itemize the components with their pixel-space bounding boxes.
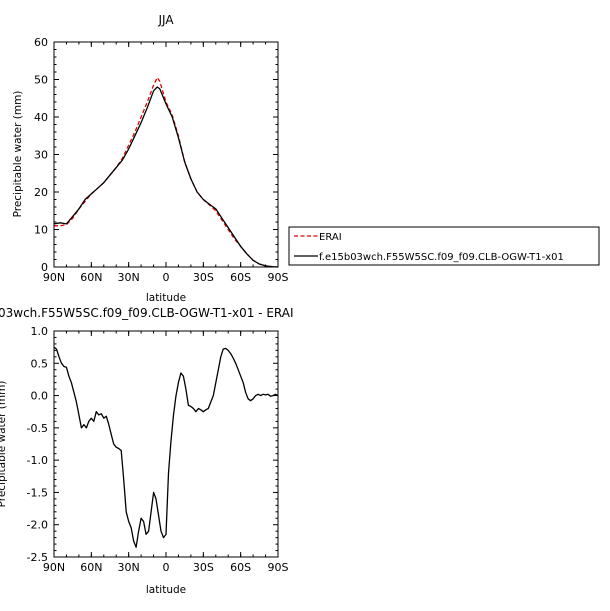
series-line-erai	[54, 76, 279, 268]
top-chart-series	[53, 76, 279, 268]
y-tick-label: -2.0	[27, 519, 48, 532]
top-chart: JJA 90N 60N 30N 0 30S 60S 90S 0 10 20 30 40 50 60 lat…	[12, 13, 289, 304]
x-tick-label: 30S	[193, 561, 214, 574]
top-chart-legend: ERAI f.e15b03wch.F55W5SC.f09_f09.CLB-OGW…	[288, 226, 600, 266]
bottom-chart-ylabel: Precipitable water (mm)	[0, 381, 8, 508]
bottom-chart-title: 03wch.F55W5SC.f09_f09.CLB-OGW-T1-x01 - E…	[0, 306, 294, 320]
y-tick-label: -2.5	[27, 551, 48, 564]
bottom-chart-frame	[53, 330, 279, 558]
top-chart-frame	[53, 41, 279, 268]
top-chart-axes: 90N 60N 30N 0 30S 60S 90S 0 10 20 30 40 50 60	[34, 36, 289, 284]
y-tick-label: -1.5	[27, 486, 48, 499]
top-chart-title: JJA	[157, 13, 174, 27]
x-tick-label: 30N	[118, 271, 140, 284]
y-tick-label: 50	[34, 74, 48, 87]
y-tick-label: 60	[34, 36, 48, 49]
bottom-chart-axes: 90N 60N 30N 0 30S 60S 90S 1.0 0.5 0.0 -0.5 -1.0 -1.5…	[27, 325, 289, 574]
x-tick-label: 30S	[193, 271, 214, 284]
bottom-chart-series	[53, 346, 279, 548]
y-tick-label: 40	[34, 111, 48, 124]
x-tick-label: 60S	[230, 271, 251, 284]
top-chart-xlabel: latitude	[146, 292, 186, 304]
y-tick-label: -0.5	[27, 422, 48, 435]
x-tick-label: 90S	[268, 271, 289, 284]
x-tick-label: 0	[163, 561, 170, 574]
bottom-chart: 03wch.F55W5SC.f09_f09.CLB-OGW-T1-x01 - E…	[0, 306, 294, 596]
legend-model-label: f.e15b03wch.F55W5SC.f09_f09.CLB-OGW-T1-x…	[319, 252, 564, 263]
y-tick-label: 1.0	[31, 325, 49, 338]
x-tick-label: 0	[163, 271, 170, 284]
y-tick-label: -1.0	[27, 454, 48, 467]
y-tick-label: 0.0	[31, 390, 49, 403]
x-tick-label: 90S	[268, 561, 289, 574]
y-tick-label: 30	[34, 149, 48, 162]
y-tick-label: 20	[34, 186, 48, 199]
x-tick-label: 90N	[43, 271, 65, 284]
x-tick-label: 30N	[118, 561, 140, 574]
y-tick-label: 10	[34, 224, 48, 237]
top-chart-ylabel: Precipitable water (mm)	[12, 91, 24, 218]
x-tick-label: 60N	[80, 271, 102, 284]
bottom-chart-xlabel: latitude	[146, 584, 186, 596]
x-tick-label: 60N	[80, 561, 102, 574]
y-tick-label: 0	[41, 261, 48, 274]
x-tick-label: 90N	[43, 561, 65, 574]
legend-box	[288, 226, 600, 266]
y-tick-label: 0.5	[31, 357, 49, 370]
series-line-f-e15b03wch-f55w5sc-f09-f09-clb-ogw-t1-x01	[53, 86, 279, 268]
series-line-difference	[53, 346, 279, 548]
x-tick-label: 60S	[230, 561, 251, 574]
legend-erai-label: ERAI	[319, 232, 342, 243]
